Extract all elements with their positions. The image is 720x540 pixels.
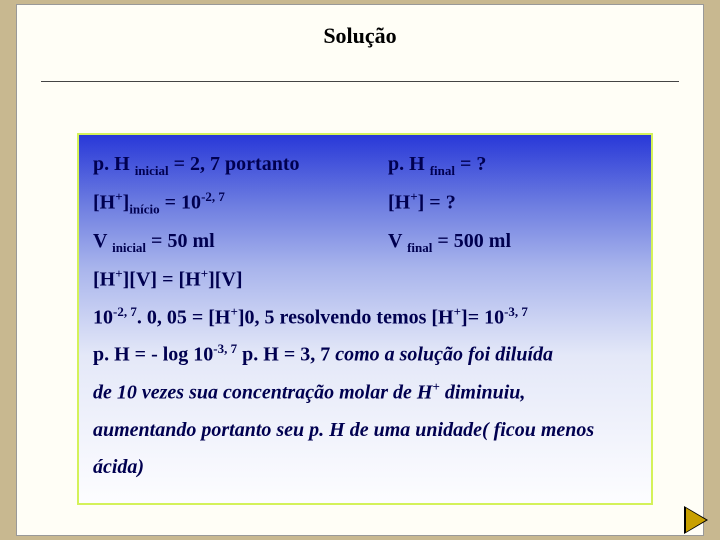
t: [H (388, 192, 410, 214)
slide-page: Solução p. H inicial = 2, 7 portanto p. … (16, 4, 704, 536)
sup: + (115, 266, 122, 281)
row-volume: V inicial = 50 ml V final = 500 ml (93, 226, 637, 258)
divider (41, 81, 679, 82)
sup: -3, 7 (213, 341, 237, 356)
v-final: V final = 500 ml (388, 226, 511, 258)
t: 10 (93, 306, 113, 328)
row-explanation-2: aumentando portanto seu p. H de uma unid… (93, 415, 637, 446)
page-title: Solução (17, 23, 703, 49)
sup: + (410, 189, 417, 204)
sup: + (115, 189, 122, 204)
t: ][V] (208, 269, 242, 291)
t: p. H (388, 153, 430, 175)
sub: início (129, 202, 159, 217)
t: diminuiu, (440, 382, 526, 404)
row-explanation-3: ácida) (93, 452, 637, 483)
row-explanation-1: de 10 vezes sua concentração molar de H+… (93, 377, 637, 409)
t: = 500 ml (432, 230, 511, 252)
t: p. H (93, 153, 135, 175)
sup: -3, 7 (504, 304, 528, 319)
t: ][V] = [H (123, 269, 201, 291)
t: ] = ? (418, 192, 456, 214)
t: [H (93, 269, 115, 291)
h-final: [H+] = ? (388, 187, 456, 219)
sup: + (454, 304, 461, 319)
t: ]0, 5 resolvendo temos [H (238, 306, 454, 328)
row-equation: [H+][V] = [H+][V] (93, 264, 637, 296)
solution-box: p. H inicial = 2, 7 portanto p. H final … (77, 133, 653, 505)
t: [H (93, 192, 115, 214)
sub: final (430, 163, 455, 178)
row-ph-initial: p. H inicial = 2, 7 portanto p. H final … (93, 149, 637, 181)
row-h-concentration: [H+]início = 10-2, 7 [H+] = ? (93, 187, 637, 220)
t: ]= 10 (461, 306, 504, 328)
ph-initial: p. H inicial = 2, 7 portanto (93, 149, 383, 181)
ph-final: p. H final = ? (388, 149, 486, 181)
h-initial: [H+]início = 10-2, 7 (93, 187, 383, 220)
row-result: p. H = - log 10-3, 7 p. H = 3, 7 como a … (93, 339, 637, 371)
t: p. H = 3, 7 (237, 344, 335, 366)
t: . 0, 05 = [H (137, 306, 231, 328)
t: = 10 (160, 192, 201, 214)
sub: inicial (135, 163, 169, 178)
t: V (388, 230, 407, 252)
sup: + (201, 266, 208, 281)
next-arrow-icon[interactable] (686, 508, 706, 532)
sub: final (407, 240, 432, 255)
t: = ? (455, 153, 486, 175)
t: V (93, 230, 112, 252)
t: = 50 ml (146, 230, 215, 252)
italic-text: como a solução foi diluída (335, 344, 553, 366)
t: p. H = - log 10 (93, 344, 213, 366)
sup: -2, 7 (201, 189, 225, 204)
sup: + (230, 304, 237, 319)
t: = 2, 7 portanto (169, 153, 300, 175)
sub: inicial (112, 240, 146, 255)
sup: -2, 7 (113, 304, 137, 319)
t: de 10 vezes sua concentração molar de H (93, 382, 432, 404)
v-initial: V inicial = 50 ml (93, 226, 383, 258)
row-calculation: 10-2, 7. 0, 05 = [H+]0, 5 resolvendo tem… (93, 302, 637, 334)
sup: + (432, 379, 439, 394)
